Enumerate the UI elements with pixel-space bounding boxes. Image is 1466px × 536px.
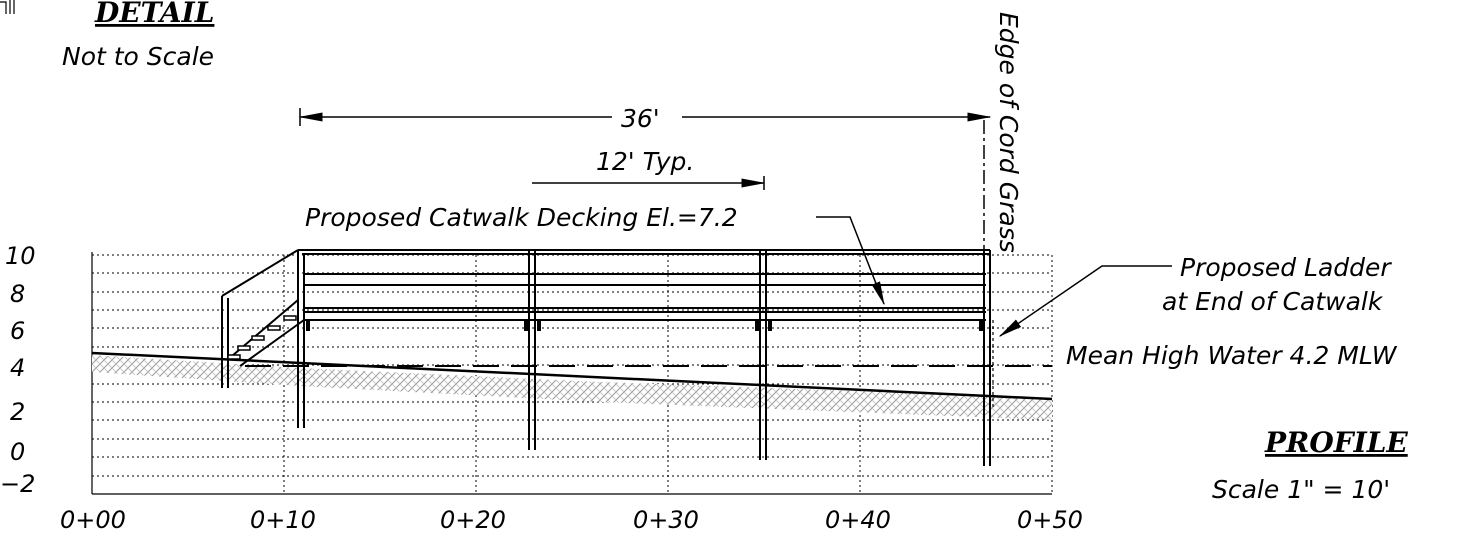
partial-drawing-fragment	[0, 0, 15, 14]
x-tick-label: 0+20	[440, 506, 506, 534]
ladder-callout-line2: at End of Catwalk	[1162, 287, 1384, 316]
detail-scale-note: Not to Scale	[62, 42, 214, 71]
typical-dimension-label: 12' Typ.	[596, 147, 694, 176]
mean-high-water-label: Mean High Water 4.2 MLW	[1066, 341, 1398, 370]
x-tick-label: 0+00	[60, 506, 126, 534]
stair-treads	[227, 315, 297, 360]
y-tick-label: 6	[10, 317, 25, 345]
dimension-mask	[612, 100, 682, 130]
y-tick-label: −2	[0, 470, 35, 498]
profile-scale-note: Scale 1" = 10'	[1212, 475, 1390, 504]
y-tick-label: 2	[10, 398, 25, 426]
x-tick-label: 0+50	[1017, 506, 1083, 534]
ladder-callout-line1: Proposed Ladder	[1180, 253, 1392, 282]
y-axis-labels: 10 8 6 4 2 0 −2	[0, 242, 36, 498]
soil-hatch	[92, 355, 1052, 420]
profile-frame	[91, 252, 1052, 495]
deck-brackets	[306, 321, 983, 331]
decking-callout: Proposed Catwalk Decking El.=7.2	[305, 203, 738, 232]
x-axis-labels: 0+00 0+10 0+20 0+30 0+40 0+50	[60, 506, 1083, 534]
x-tick-label: 0+40	[825, 506, 891, 534]
y-tick-label: 0	[10, 438, 25, 466]
profile-grid	[92, 254, 1053, 494]
overall-dimension-label: 36'	[621, 104, 660, 133]
detail-title: DETAIL	[94, 0, 214, 29]
edge-of-cord-grass-label: Edge of Cord Grass	[994, 12, 1023, 253]
y-tick-label: 4	[10, 354, 25, 382]
ladder-leader	[998, 265, 1172, 337]
ground-line	[91, 351, 1053, 401]
decking-leader	[816, 216, 885, 306]
x-tick-label: 0+30	[633, 506, 699, 534]
profile-title: PROFILE	[1264, 426, 1408, 459]
y-tick-label: 10	[5, 242, 36, 270]
y-tick-label: 8	[10, 280, 25, 308]
x-tick-label: 0+10	[250, 506, 316, 534]
